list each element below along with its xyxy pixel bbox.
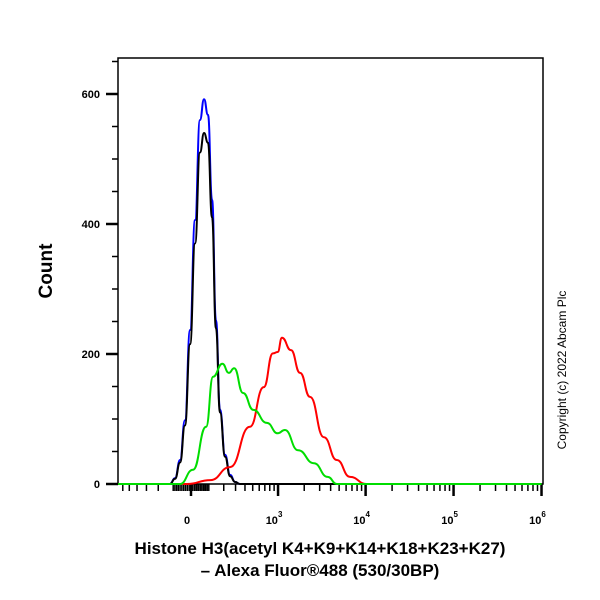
histogram-series-0 xyxy=(169,98,542,486)
plot-frame xyxy=(117,57,544,485)
x-tick-label: 103 xyxy=(266,510,283,527)
x-tick-label: 105 xyxy=(441,510,458,527)
y-tick-label: 600 xyxy=(82,89,100,101)
y-tick-label: 200 xyxy=(82,349,100,361)
x-axis-label-line2: – Alexa Fluor®488 (530/30BP) xyxy=(200,561,440,580)
copyright-text: Copyright (c) 2022 Abcam Plc xyxy=(555,291,569,450)
histogram-series-3 xyxy=(118,362,542,486)
x-tick-label: 0 xyxy=(184,515,190,527)
x-tick-label: 104 xyxy=(353,510,370,527)
y-tick-label: 400 xyxy=(82,219,100,231)
x-tick-label: 106 xyxy=(529,510,546,527)
y-axis-label: Count xyxy=(36,243,57,299)
y-tick-label: 0 xyxy=(94,479,100,491)
histogram-series-2 xyxy=(118,336,542,486)
x-axis-label-line1: Histone H3(acetyl K4+K9+K14+K18+K23+K27) xyxy=(134,539,506,558)
histogram-series-1 xyxy=(169,131,542,486)
